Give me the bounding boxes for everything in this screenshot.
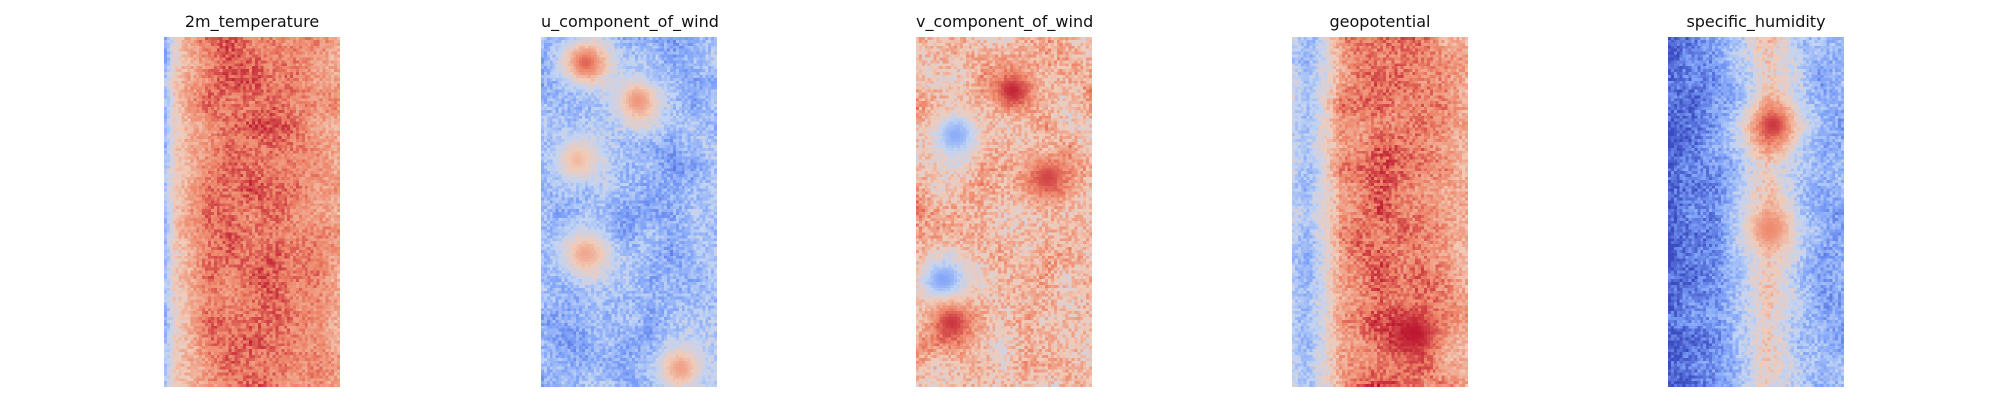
panel-title: u_component_of_wind [541,12,719,31]
heatmap-2m-temperature [164,37,340,387]
panel-v-component-of-wind: v_component_of_wind [916,0,1094,390]
heatmap-geopotential [1292,37,1468,387]
panel-title: v_component_of_wind [916,12,1094,31]
panel-specific-humidity: specific_humidity [1668,0,1844,390]
panel-title: 2m_temperature [184,12,320,31]
heatmap-v-component-of-wind [916,37,1092,387]
heatmap-u-component-of-wind [541,37,717,387]
panel-geopotential: geopotential [1292,0,1468,390]
panel-title: specific_humidity [1686,12,1826,31]
heatmap-specific-humidity [1668,37,1844,387]
panel-u-component-of-wind: u_component_of_wind [541,0,719,390]
panel-title: geopotential [1329,12,1431,31]
panel-2m-temperature: 2m_temperature [164,0,340,390]
